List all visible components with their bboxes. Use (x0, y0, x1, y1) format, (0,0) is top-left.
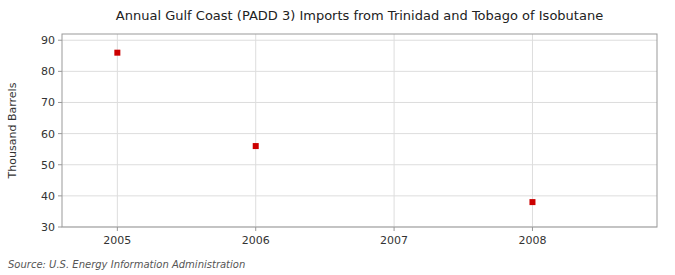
grid-line-y (62, 133, 657, 134)
tick-y (58, 227, 62, 228)
grid-line-y (62, 40, 657, 41)
tick-label-x: 2006 (242, 234, 270, 247)
grid-line-x (532, 34, 533, 227)
tick-label-y: 30 (41, 221, 55, 234)
grid-line-x (255, 34, 256, 227)
plot-frame (62, 34, 657, 227)
point (529, 199, 535, 205)
y-axis-label: Thousand Barrels (6, 82, 19, 179)
tick-y (58, 102, 62, 103)
tick-y (58, 195, 62, 196)
tick-x (394, 227, 395, 231)
grid-line-x (394, 34, 395, 227)
tick-label-x: 2008 (518, 234, 546, 247)
ticks: 30 40 50 60 70 80 90 2005 2006 2007 2008 (41, 34, 546, 247)
tick-x (255, 227, 256, 231)
tick-label-y: 50 (41, 159, 55, 172)
point (253, 143, 259, 149)
grid-line-y (62, 71, 657, 72)
tick-label-x: 2007 (380, 234, 408, 247)
tick-y (58, 40, 62, 41)
source: Source: U.S. Energy Information Administ… (8, 259, 245, 270)
grid-line-y (62, 102, 657, 103)
tick-label-y: 70 (41, 96, 55, 109)
title: Annual Gulf Coast (PADD 3) Imports from … (116, 8, 603, 23)
points (114, 50, 535, 205)
tick-x (532, 227, 533, 231)
grid (62, 34, 657, 227)
grid-line-x (117, 34, 118, 227)
tick-y (58, 71, 62, 72)
tick-label-y: 60 (41, 128, 55, 141)
tick-label-x: 2005 (103, 234, 131, 247)
chart: 30 40 50 60 70 80 90 2005 2006 2007 2008 Annual Gul… (0, 0, 675, 275)
tick-label-y: 40 (41, 190, 55, 203)
tick-y (58, 164, 62, 165)
tick-label-y: 90 (41, 34, 55, 47)
point (114, 50, 120, 56)
tick-y (58, 133, 62, 134)
grid-line-y (62, 195, 657, 196)
tick-label-y: 80 (41, 65, 55, 78)
tick-x (117, 227, 118, 231)
grid-line-y (62, 164, 657, 165)
